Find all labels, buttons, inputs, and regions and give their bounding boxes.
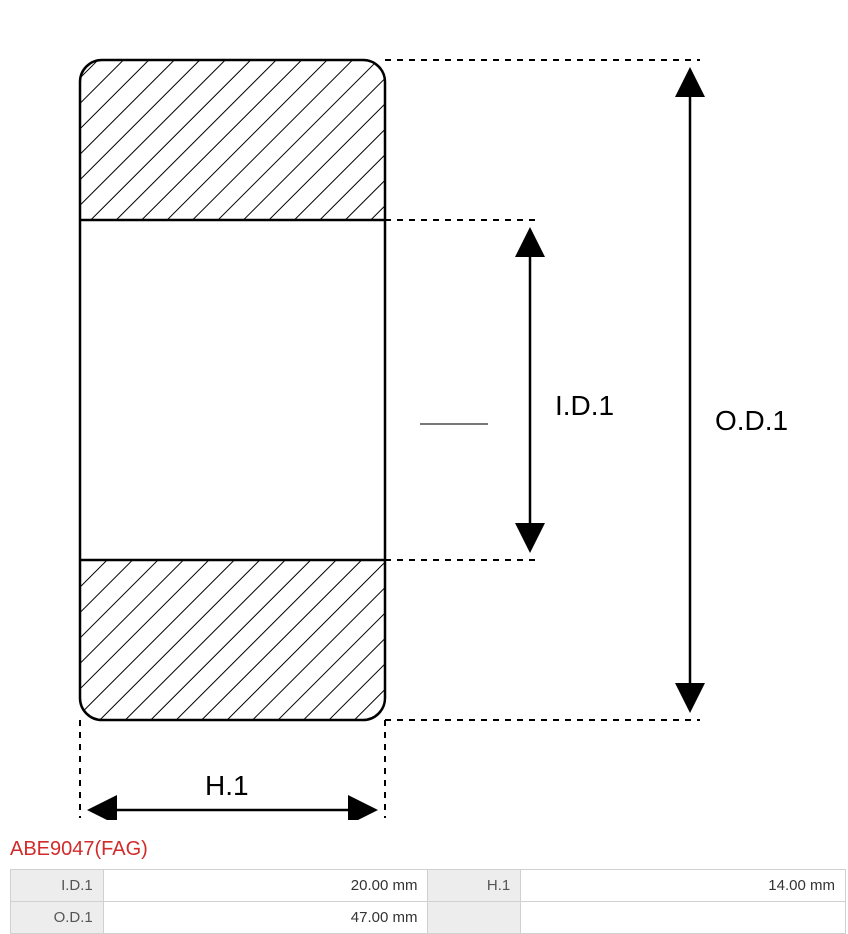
h1-label: H.1 (205, 770, 249, 801)
hatch-top (80, 60, 385, 220)
hatch-bottom (80, 560, 385, 720)
table-row: O.D.1 47.00 mm (11, 902, 846, 934)
part-title: ABE9047(FAG) (10, 838, 848, 861)
spec-table: I.D.1 20.00 mm H.1 14.00 mm O.D.1 47.00 … (10, 869, 846, 934)
spec-label: O.D.1 (11, 902, 104, 934)
od1-label: O.D.1 (715, 405, 788, 436)
spec-label (428, 902, 521, 934)
diagram-svg: I.D.1 O.D.1 H.1 (10, 20, 830, 820)
spec-value: 20.00 mm (103, 870, 428, 902)
id1-label: I.D.1 (555, 390, 614, 421)
spec-value (521, 902, 846, 934)
spec-label: H.1 (428, 870, 521, 902)
spec-value: 47.00 mm (103, 902, 428, 934)
table-row: I.D.1 20.00 mm H.1 14.00 mm (11, 870, 846, 902)
spec-value: 14.00 mm (521, 870, 846, 902)
spec-label: I.D.1 (11, 870, 104, 902)
bearing-diagram: I.D.1 O.D.1 H.1 (0, 0, 848, 830)
